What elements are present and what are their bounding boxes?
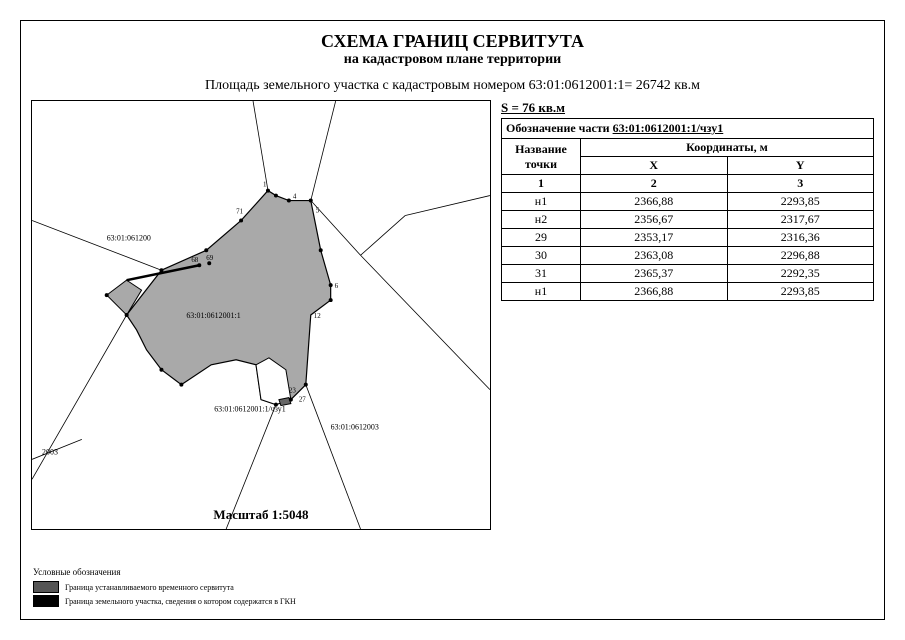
table-row: н12366,882293,85 <box>502 193 874 211</box>
pt-68: 68 <box>191 256 198 264</box>
col-group: Координаты, м <box>581 139 874 157</box>
pt-23: 23 <box>289 387 296 395</box>
pt-4: 4 <box>293 193 297 201</box>
doc-subtitle: на кадастровом плане территории <box>31 52 874 68</box>
legend-title: Условные обозначения <box>33 567 296 577</box>
pt-69: 69 <box>206 254 213 262</box>
col-pt: Название точки <box>502 139 581 175</box>
header-num-row: 1 2 3 <box>502 175 874 193</box>
legend-label-1: Граница устанавливаемого временного серв… <box>65 583 234 592</box>
pt-6: 6 <box>335 282 339 290</box>
table-title-value: 63:01:0612001:1/чзу1 <box>613 121 724 135</box>
pt-5: 5 <box>316 206 320 214</box>
legend-row-2: Граница земельного участка, сведения о к… <box>33 595 296 607</box>
legend-label-2: Граница земельного участка, сведения о к… <box>65 597 296 606</box>
legend-swatch-servitut <box>33 581 59 593</box>
lbl-neighbor1: 63:01:0612003 <box>331 422 379 431</box>
col-y: Y <box>727 157 874 175</box>
table-row: н22356,672317,67 <box>502 211 874 229</box>
lbl-neighbor2: 2003 <box>42 447 58 456</box>
map-svg: 71 1 4 5 6 12 23 27 68 69 63:01:061200 6… <box>32 101 490 529</box>
content-row: 71 1 4 5 6 12 23 27 68 69 63:01:061200 6… <box>31 100 874 530</box>
area-line: Площадь земельного участка с кадастровым… <box>31 78 874 94</box>
doc-title: СХЕМА ГРАНИЦ СЕРВИТУТА <box>31 31 874 52</box>
s-line: S = 76 кв.м <box>501 100 874 116</box>
lbl-main-number: 63:01:061200 <box>107 233 151 242</box>
legend: Условные обозначения Граница устанавлива… <box>33 567 296 609</box>
legend-row-1: Граница устанавливаемого временного серв… <box>33 581 296 593</box>
table-title: Обозначение части 63:01:0612001:1/чзу1 <box>501 118 874 138</box>
coord-table: Название точки Координаты, м X Y 1 2 3 н… <box>501 138 874 301</box>
lbl-chzu: 63:01:0612001:1/чзу1 <box>214 405 286 414</box>
scale-label: Масштаб 1:5048 <box>32 507 490 523</box>
pt-12: 12 <box>314 312 321 320</box>
right-column: S = 76 кв.м Обозначение части 63:01:0612… <box>501 100 874 530</box>
table-title-prefix: Обозначение части <box>506 121 613 135</box>
table-row: н12366,882293,85 <box>502 283 874 301</box>
pt-1: 1 <box>263 181 267 189</box>
table-row: 312365,372292,35 <box>502 265 874 283</box>
lbl-center-number: 63:01:0612001:1 <box>186 311 240 320</box>
col-x: X <box>581 157 728 175</box>
pt-71: 71 <box>236 207 243 215</box>
legend-swatch-parcel <box>33 595 59 607</box>
map-frame: 71 1 4 5 6 12 23 27 68 69 63:01:061200 6… <box>31 100 491 530</box>
table-row: 302363,082296,88 <box>502 247 874 265</box>
pt-27: 27 <box>299 396 306 404</box>
page-frame: СХЕМА ГРАНИЦ СЕРВИТУТА на кадастровом пл… <box>20 20 885 620</box>
table-row: 292353,172316,36 <box>502 229 874 247</box>
